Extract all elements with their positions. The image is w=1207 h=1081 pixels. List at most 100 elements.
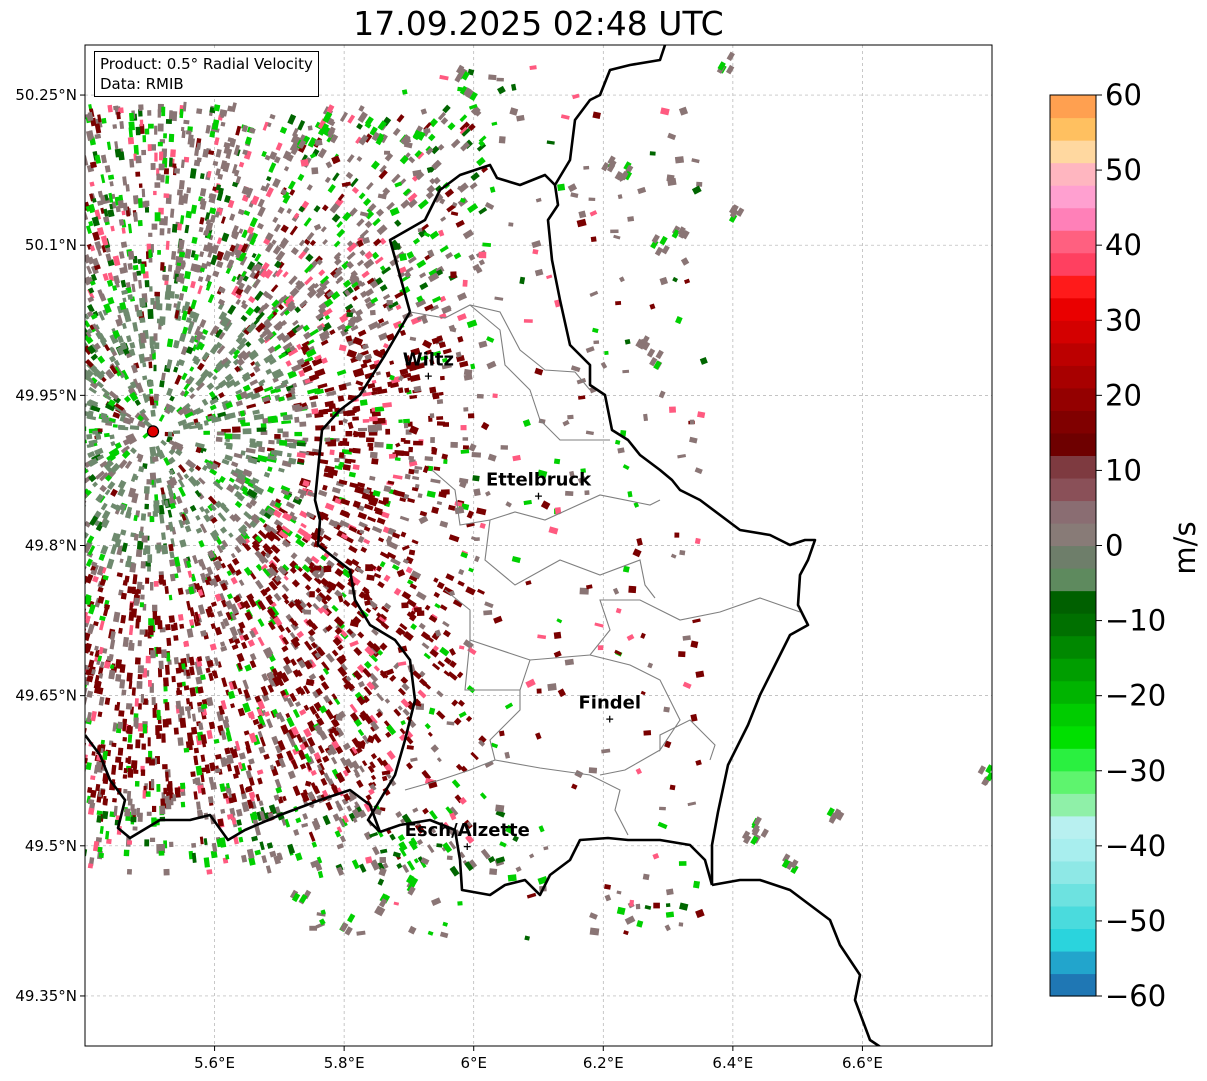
colorbar-swatch [1050,500,1096,524]
colorbar-swatch [1050,140,1096,164]
colorbar-tick-label: −10 [1105,604,1166,638]
border-france-belgium [85,734,382,842]
city-marker: + [534,489,543,502]
radar-site-marker [146,425,160,438]
city-marker: + [424,369,433,382]
canton-boundary-mersch [444,589,801,661]
colorbar-swatch [1050,455,1096,479]
colorbar-swatch [1050,230,1096,254]
colorbar-swatch [1050,252,1096,276]
city-label: Findel [578,693,641,714]
colorbar-swatch [1050,950,1096,975]
city-label: Wiltz [403,349,454,370]
colorbar-swatch [1050,905,1096,930]
colorbar-tick-label: 30 [1105,303,1142,337]
colorbar-tick-label: −50 [1105,904,1166,938]
colorbar-swatch [1050,658,1096,682]
colorbar-swatch [1050,545,1096,569]
city-label: Ettelbruck [486,469,592,490]
city-label: Esch/Alzette [405,820,530,841]
canton-boundary-capellen [404,639,521,791]
colorbar-swatch [1050,568,1096,592]
colorbar-tick-label: −60 [1105,979,1166,1013]
colorbar-swatch [1050,522,1096,547]
lat-tick-label: 49.8°N [25,537,77,555]
map-title: 17.09.2025 02:48 UTC [353,4,724,43]
colorbar-swatch [1050,320,1096,344]
colorbar-swatch [1050,793,1096,817]
colorbar-swatch [1050,613,1096,637]
lon-tick-label: 5.6°E [194,1054,235,1072]
colorbar-swatch [1050,432,1096,456]
canton-boundary-clervaux [469,304,610,441]
colorbar-tick-label: −20 [1105,679,1166,713]
colorbar-swatch [1050,185,1096,209]
colorbar-swatch [1050,725,1096,749]
data-source-line: Data: RMIB [100,75,184,93]
canton-boundary-diekirch [484,519,656,599]
lon-tick-label: 6.2°E [583,1054,624,1072]
border-germany-france [711,878,882,1046]
lat-tick-label: 50.1°N [25,236,77,254]
canton-boundary-remich [599,749,661,776]
colorbar-swatch [1050,635,1096,659]
colorbar-tick-label: −40 [1105,829,1166,863]
colorbar-tick-label: 0 [1105,529,1123,563]
canton-boundary-north [409,304,591,391]
canton-boundary-wiltz [431,469,661,526]
canton-boundary-esch [494,759,629,836]
colorbar-swatch [1050,860,1096,884]
colorbar-swatch [1050,883,1096,907]
colorbar-swatch [1050,703,1096,727]
colorbar-swatch [1050,748,1096,772]
border-luxembourg-belgium [388,163,817,885]
colorbar-swatch [1050,275,1096,299]
product-info-box: Product: 0.5° Radial Velocity Data: RMIB [94,51,319,97]
colorbar-swatch [1050,95,1096,119]
city-marker: + [463,840,472,853]
colorbar-swatch [1050,680,1096,704]
colorbar-swatch [1050,387,1096,411]
colorbar-unit-label: m/s [1168,521,1202,574]
colorbar: 60 50 40 30 20 10 0 −10 −20 −30 −40 −50 −60 m/s [1049,78,1202,1013]
border-luxembourg-france [379,818,714,897]
city-marker: + [605,713,614,726]
colorbar-tick-label: 10 [1105,453,1142,487]
colorbar-swatch [1050,838,1096,862]
colorbar-swatch [1050,973,1096,997]
lon-tick-label: 6.6°E [842,1054,883,1072]
lat-tick-label: 50.25°N [15,86,77,104]
colorbar-swatch [1050,207,1096,231]
city-labels: +Wiltz+Ettelbruck+Findel+Esch/Alzette [403,349,641,852]
border-luxembourg-west [313,311,417,833]
colorbar-tick-label: 50 [1105,153,1142,187]
colorbar-swatch [1050,365,1096,389]
colorbar-swatch [1050,410,1096,434]
colorbar-ticks: 60 50 40 30 20 10 0 −10 −20 −30 −40 −50 −60 [1096,78,1166,1013]
colorbar-swatch [1050,477,1096,502]
colorbar-swatches [1050,95,1096,997]
axis-ticks: 5.6°E 5.8°E 6°E 6.2°E 6.4°E 6.6°E 50.25°N 50.1°… [15,86,883,1072]
colorbar-swatch [1050,770,1096,794]
lat-tick-label: 49.5°N [25,837,77,855]
colorbar-swatch [1050,815,1096,839]
colorbar-swatch [1050,928,1096,952]
lon-tick-label: 5.8°E [324,1054,365,1072]
canton-boundaries [404,304,801,836]
colorbar-swatch [1050,162,1096,186]
lon-tick-label: 6°E [460,1054,487,1072]
border-belgium-germany-north [553,45,667,186]
lon-tick-label: 6.4°E [712,1054,753,1072]
colorbar-swatch [1050,297,1096,321]
colorbar-tick-label: 40 [1105,228,1142,262]
lat-tick-label: 49.65°N [15,687,77,705]
colorbar-tick-label: 20 [1105,378,1142,412]
colorbar-tick-label: 60 [1105,78,1142,112]
colorbar-swatch [1050,342,1096,366]
product-line: Product: 0.5° Radial Velocity [100,55,313,73]
lat-tick-label: 49.35°N [15,987,77,1005]
colorbar-swatch [1050,590,1096,614]
national-borders [85,45,882,1046]
colorbar-swatch [1050,117,1096,141]
